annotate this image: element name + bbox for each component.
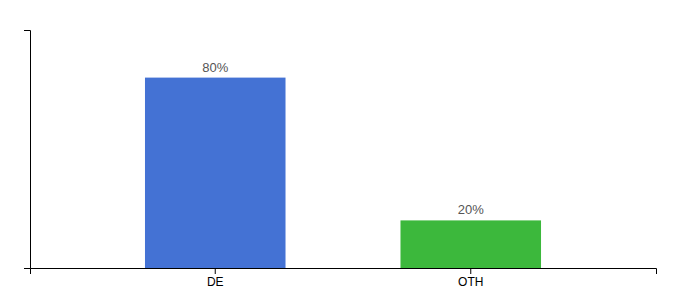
x-tick-mark [215, 268, 216, 274]
x-axis: DE OTH [31, 268, 657, 289]
chart: DE OTH 80% 20% [0, 0, 680, 300]
x-tick-label: DE [207, 275, 224, 289]
data-labels: 80% 20% [202, 60, 484, 218]
x-axis-line [31, 269, 657, 275]
bar [145, 78, 286, 268]
x-tick: OTH [458, 268, 483, 289]
x-tick-label: OTH [458, 275, 483, 289]
y-axis [24, 31, 31, 269]
y-axis-line [24, 31, 31, 269]
bar [400, 220, 541, 268]
bars [145, 78, 541, 268]
x-tick: DE [207, 268, 224, 289]
plot: DE OTH 80% 20% [24, 31, 657, 289]
x-tick-mark [470, 268, 471, 274]
data-label: 20% [458, 202, 484, 217]
data-label: 80% [202, 60, 228, 75]
